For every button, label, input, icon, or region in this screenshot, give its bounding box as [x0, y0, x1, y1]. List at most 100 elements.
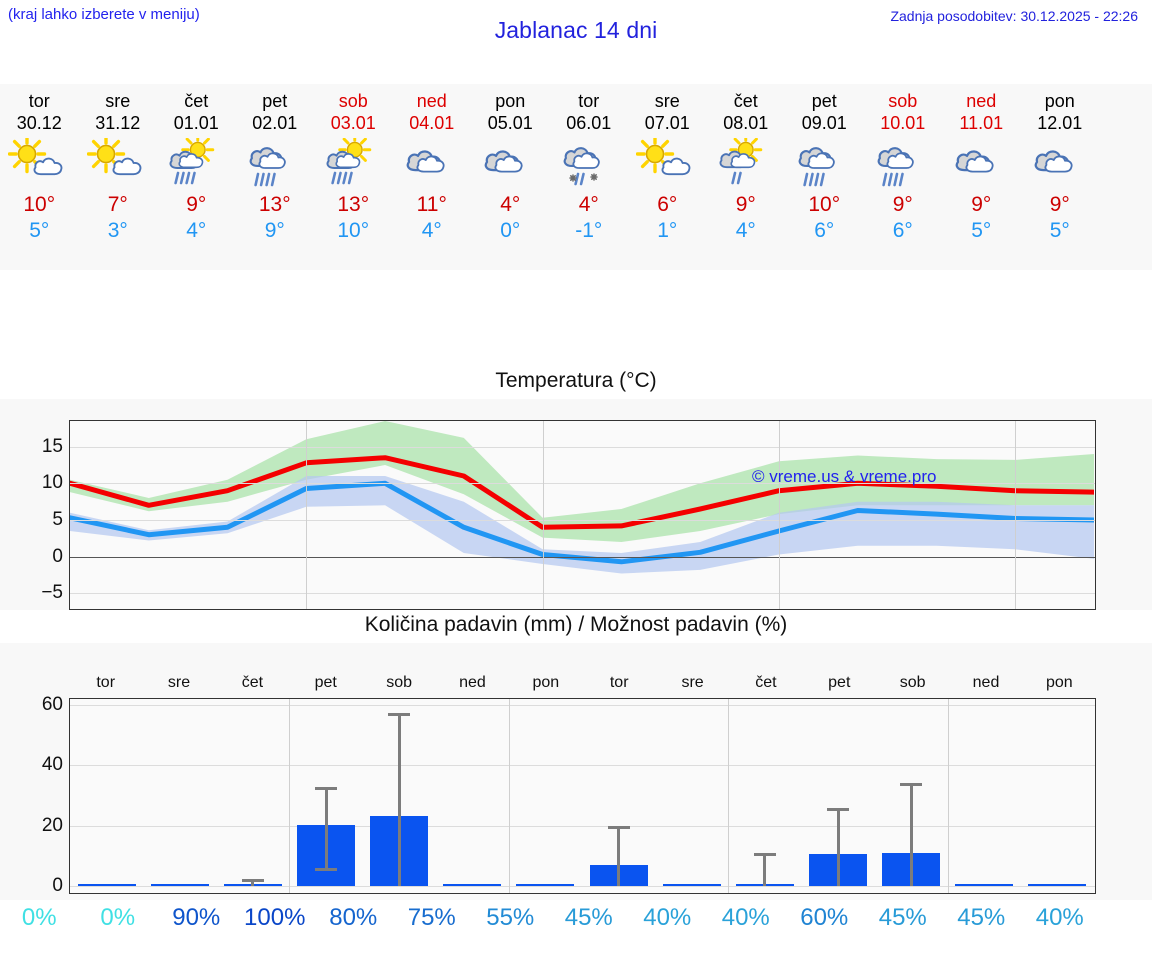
precipitation-chart-title: Količina padavin (mm) / Možnost padavin …: [0, 610, 1152, 643]
menu-hint: (kraj lahko izberete v meniju): [8, 6, 200, 23]
forecast-day-weekday: pet: [811, 91, 837, 111]
forecast-day-date: 12.01: [1037, 113, 1083, 133]
cloud-icon: [471, 138, 550, 188]
precipitation-vertical-gridline: [508, 699, 510, 893]
forecast-day-6[interactable]: ned 04.01 11° 4°: [393, 84, 472, 243]
temperature-vertical-gridline: [778, 421, 780, 609]
precipitation-probability-value: 90%: [172, 904, 221, 931]
forecast-day-tmax: 11°: [416, 193, 447, 216]
forecast-day-tmax: 10°: [808, 193, 841, 216]
cloud-sleet-icon: [550, 138, 629, 188]
forecast-day-3[interactable]: čet 01.01 9° 4°: [157, 84, 236, 243]
forecast-day-13[interactable]: ned 11.01 9° 5°: [942, 84, 1021, 243]
precipitation-day-label: pet: [828, 674, 851, 691]
forecast-day-weekday: tor: [578, 91, 600, 111]
forecast-day-date: 04.01: [409, 113, 455, 133]
precipitation-bar[interactable]: [443, 884, 502, 886]
precipitation-gridline: [70, 765, 1095, 767]
precipitation-probability-value: 55%: [486, 904, 535, 931]
forecast-day-4[interactable]: pet 02.01 13° 9°: [236, 84, 315, 243]
precipitation-gridline: [70, 705, 1095, 707]
precipitation-probability-row: 0% 0% 90% 100% 80% 75% 55% 45% 40% 40% 60% 45% 45% 40…: [0, 900, 1152, 940]
sun-cloud-rain-icon: [314, 138, 393, 188]
forecast-day-1[interactable]: tor 30.12 10° 5°: [0, 84, 79, 243]
forecast-day-2[interactable]: sre 31.12 7° 3°: [79, 84, 158, 243]
precipitation-bar[interactable]: [955, 884, 1014, 886]
forecast-day-weekday: sre: [654, 91, 680, 111]
precipitation-gridline: [70, 885, 1095, 887]
precipitation-y-tick: 60: [41, 694, 63, 716]
precipitation-bar[interactable]: [1028, 884, 1087, 886]
precipitation-bar[interactable]: [150, 884, 209, 886]
forecast-day-11[interactable]: pet 09.01 10° 6°: [785, 84, 864, 243]
precipitation-day-label: sre: [681, 674, 704, 691]
precipitation-error-cap-bottom: [315, 868, 337, 872]
forecast-day-tmin: -1°: [575, 219, 603, 242]
forecast-day-9[interactable]: sre 07.01 6° 1°: [628, 84, 707, 243]
forecast-day-date: 10.01: [880, 113, 926, 133]
forecast-day-14[interactable]: pon 12.01 9° 5°: [1021, 84, 1100, 243]
forecast-day-weekday: pon: [495, 91, 526, 111]
forecast-strip: tor 30.12 10° 5° sre 31.12 7° 3° čet 01.01 9° 4°…: [0, 84, 1152, 270]
precipitation-error-cap-top: [315, 787, 337, 791]
precipitation-bar[interactable]: [77, 884, 136, 886]
forecast-day-tmin: 6°: [892, 219, 913, 242]
precipitation-gridline: [70, 825, 1095, 827]
precipitation-chart-panel: Količina padavin (mm) / Možnost padavin …: [0, 610, 1152, 930]
temperature-series-svg: [70, 421, 1094, 574]
forecast-day-weekday: čet: [733, 91, 758, 111]
precipitation-error-bar: [251, 879, 255, 886]
temperature-chart-title: Temperatura (°C): [0, 366, 1152, 399]
forecast-day-5[interactable]: sob 03.01 13° 10°: [314, 84, 393, 243]
precipitation-day-label: sre: [167, 674, 191, 691]
precipitation-probability-value: 40%: [721, 904, 770, 931]
forecast-day-weekday: čet: [184, 91, 209, 111]
forecast-day-weekday: sre: [105, 91, 131, 111]
temperature-gridline: [70, 593, 1095, 595]
forecast-day-tmax: 6°: [657, 193, 678, 216]
forecast-day-date: 05.01: [487, 113, 533, 133]
forecast-day-tmax: 9°: [735, 193, 756, 216]
forecast-day-7[interactable]: pon 05.01 4° 0°: [471, 84, 550, 243]
forecast-day-tmin: 5°: [29, 219, 50, 242]
precipitation-day-label: ned: [459, 674, 486, 691]
forecast-day-8[interactable]: tor 06.01 4° -1°: [550, 84, 629, 243]
precipitation-day-label: ned: [972, 674, 1000, 691]
temperature-y-tick: 10: [41, 472, 63, 494]
precipitation-day-label: pon: [1046, 674, 1073, 691]
forecast-day-tmin: 9°: [264, 219, 285, 242]
precipitation-bar[interactable]: [516, 884, 575, 886]
precipitation-day-label: tor: [609, 674, 629, 691]
temperature-chart-panel: Temperatura (°C) 15 10 5 0 −5: [0, 366, 1152, 628]
forecast-day-10[interactable]: čet 08.01 9° 4°: [707, 84, 786, 243]
sun-cloud-icon: [0, 138, 79, 188]
precipitation-y-tick: 40: [41, 754, 63, 776]
temperature-y-tick: 15: [41, 435, 63, 457]
precipitation-probability-value: 60%: [800, 904, 849, 931]
precipitation-error-bar: [324, 787, 328, 869]
precipitation-y-tick: 0: [52, 874, 63, 896]
forecast-day-12[interactable]: sob 10.01 9° 6°: [864, 84, 943, 243]
precipitation-day-labels: tor sre čet pet sob ned pon tor sre čet pet sob ned p…: [69, 672, 1096, 696]
forecast-day-date: 30.12: [16, 113, 62, 133]
forecast-day-tmax: 10°: [23, 193, 56, 216]
forecast-day-tmin: 5°: [971, 219, 992, 242]
precipitation-vertical-gridline: [289, 699, 291, 893]
precipitation-day-label: tor: [96, 674, 116, 691]
precipitation-day-label: pet: [314, 674, 337, 691]
cloud-rain-icon: [236, 138, 315, 188]
forecast-day-date: 02.01: [252, 113, 298, 133]
precipitation-day-label: čet: [755, 674, 777, 691]
precipitation-probability-value: 45%: [878, 904, 927, 931]
forecast-day-date: 08.01: [723, 113, 769, 133]
forecast-day-tmin: 4°: [186, 219, 207, 242]
precipitation-error-cap-top: [753, 852, 776, 856]
precipitation-day-label: čet: [241, 674, 264, 691]
precipitation-error-cap-top: [900, 783, 923, 787]
precipitation-error-cap-top: [607, 826, 630, 830]
precipitation-bar[interactable]: [662, 884, 721, 886]
forecast-day-tmax: 9°: [971, 193, 992, 216]
precipitation-error-bar: [617, 826, 621, 886]
forecast-day-weekday: ned: [416, 91, 447, 111]
